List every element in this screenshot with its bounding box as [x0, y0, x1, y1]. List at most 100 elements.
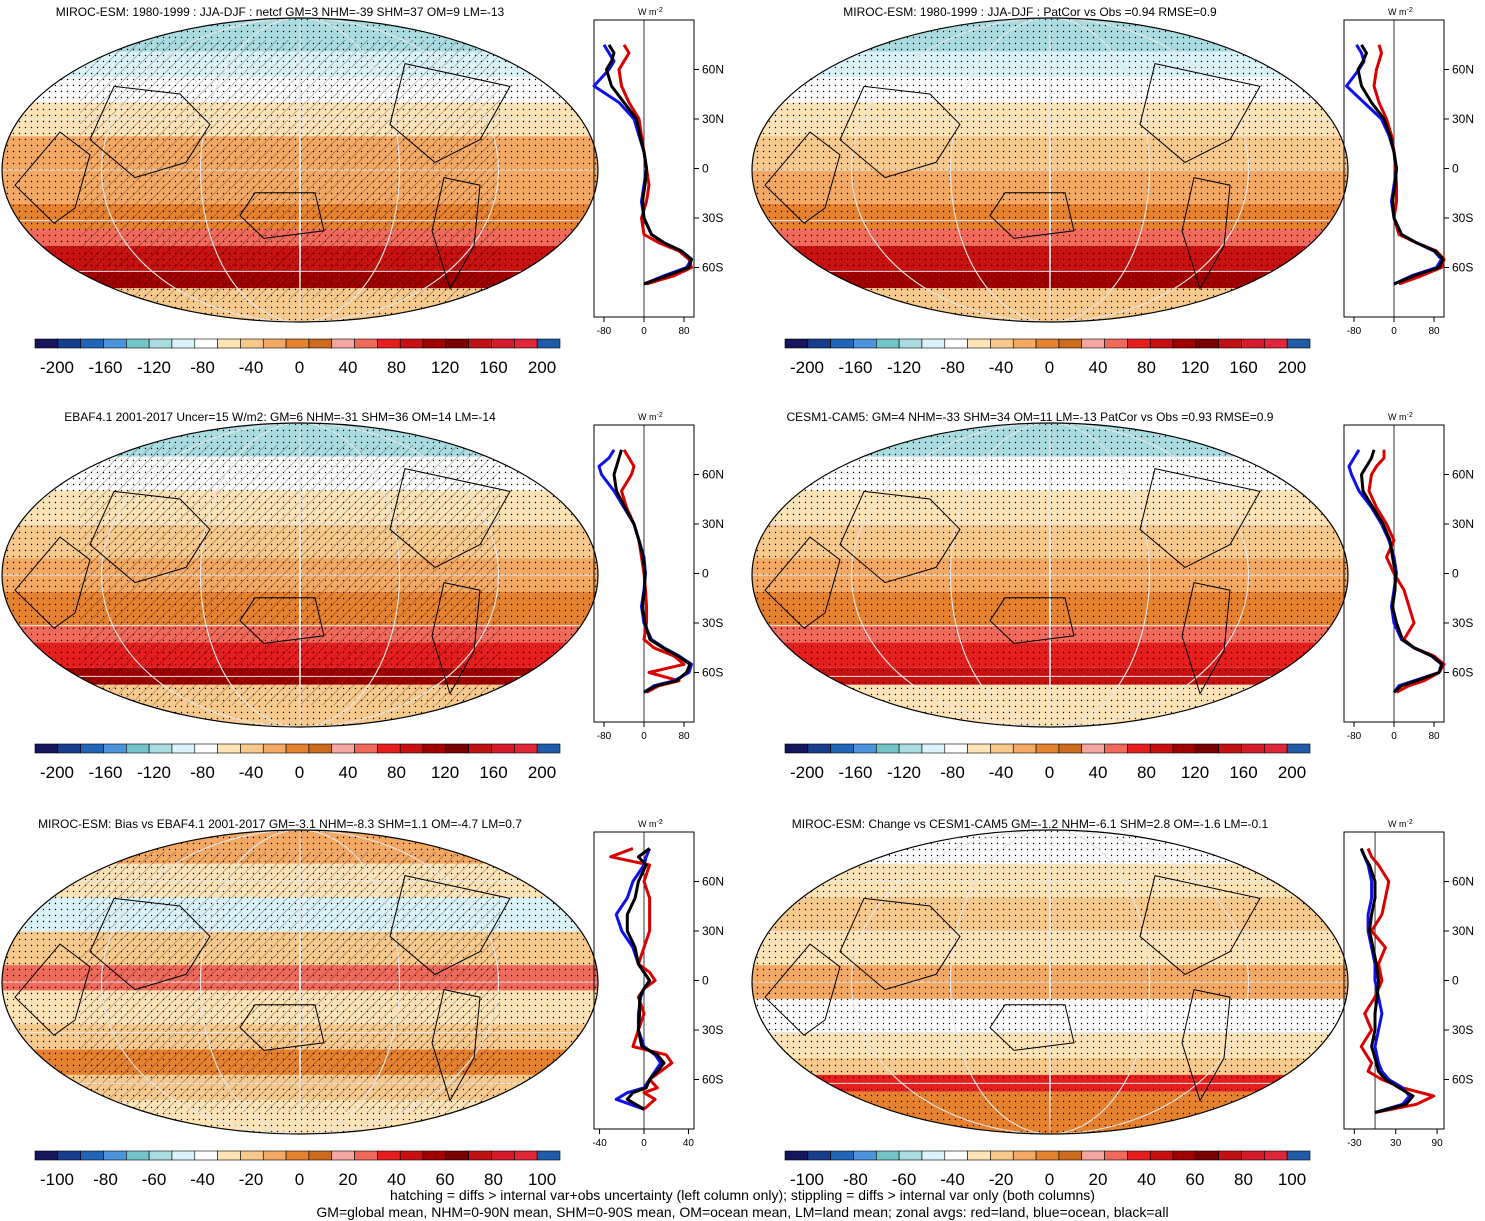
colorbar-swatch: [1012, 743, 1037, 754]
colorbar-swatch: [240, 338, 264, 349]
unit-label: W m-2: [638, 819, 663, 829]
colorbar-swatch: [1127, 1150, 1151, 1161]
zonal-x-label: 80: [678, 326, 690, 337]
continent-outline: [239, 1004, 325, 1051]
continent-outline: [1181, 177, 1231, 290]
colorbar-swatch: [1035, 1150, 1060, 1161]
colorbar-swatch: [262, 1150, 287, 1161]
colorbar-label: 80: [387, 358, 406, 377]
colorbar-label: -80: [190, 763, 215, 782]
graticule-lon: [851, 423, 1249, 727]
continent-outline: [1181, 582, 1231, 695]
continent-outline: [239, 597, 325, 644]
lat-label: 60N: [702, 468, 724, 482]
colorbar-label: -40: [190, 1170, 215, 1189]
colorbar-swatch: [967, 338, 991, 349]
world-map: [2, 423, 598, 727]
world-map: [2, 830, 598, 1134]
colorbar-swatch: [898, 1150, 923, 1161]
colorbar-swatch: [80, 743, 104, 754]
continent-outline: [89, 897, 211, 991]
graticule-lon: [299, 18, 301, 322]
colorbar-swatch: [171, 743, 196, 754]
colorbar-swatch: [784, 1150, 809, 1161]
colorbar-swatch: [217, 338, 241, 349]
colorbar-label: -120: [887, 358, 921, 377]
colorbar-swatch: [194, 1150, 218, 1161]
colorbar: -200 -160 -120 -80 -40 0 40 80 120 160 200: [784, 338, 1311, 377]
colorbar-swatch: [830, 743, 854, 754]
footer-line-1: hatching = diffs > internal var+obs unce…: [390, 1187, 1095, 1203]
world-map: [752, 830, 1348, 1134]
zonal-x-label: 0: [1391, 326, 1397, 337]
colorbar-label: -200: [790, 358, 824, 377]
colorbar-label: 40: [1089, 358, 1108, 377]
colorbar-swatch: [1241, 338, 1265, 349]
panel-4: CESM1-CAM5: GM=4 NHM=-33 SHM=34 OM=11 LM…: [750, 405, 1474, 805]
continent-outline: [389, 63, 511, 163]
world-map: [752, 423, 1348, 727]
colorbar-label: 200: [528, 763, 556, 782]
colorbar-swatch: [1127, 338, 1151, 349]
colorbar-swatch: [990, 743, 1014, 754]
continent-outline: [14, 943, 91, 1036]
map-border: [751, 829, 1349, 1135]
colorbar-swatch: [57, 1150, 81, 1161]
colorbar-swatch: [514, 743, 538, 754]
unit-label: W m-2: [638, 7, 663, 17]
colorbar-label: 20: [1089, 1170, 1108, 1189]
panel-2: MIROC-ESM: 1980-1999 : JJA-DJF : PatCor …: [750, 0, 1474, 400]
colorbar-swatch: [1264, 1150, 1288, 1161]
colorbar: -200 -160 -120 -80 -40 0 40 80 120 160 200: [34, 338, 561, 377]
colorbar-label: 120: [1181, 358, 1209, 377]
colorbar-swatch: [876, 338, 900, 349]
lat-label: 60N: [702, 875, 724, 889]
colorbar-label: 80: [484, 1170, 503, 1189]
zonal-x-label: 80: [1428, 326, 1440, 337]
colorbar-swatch: [377, 338, 401, 349]
colorbar-label: 40: [1089, 763, 1108, 782]
map-title: EBAF4.1 2001-2017 Uncer=15 W/m2: GM=6 NH…: [64, 410, 496, 424]
graticule-lon: [851, 830, 1249, 1134]
colorbar-label: -80: [940, 358, 965, 377]
colorbar-swatch: [491, 1150, 515, 1161]
colorbar-swatch: [1035, 743, 1060, 754]
zonal-x-label: 40: [683, 1138, 695, 1149]
figure-footer: hatching = diffs > internal var+obs unce…: [0, 1187, 1485, 1221]
zonal-x-label: 90: [1432, 1138, 1444, 1149]
graticule-lon: [200, 830, 400, 1134]
colorbar-swatch: [217, 1150, 241, 1161]
colorbar-swatch: [536, 338, 561, 349]
graticule-lon: [299, 830, 301, 1134]
zonal-mean-plot: W m-2 60N 30N 0 30S 60S -80 0 80: [592, 7, 724, 337]
colorbar-swatch: [491, 743, 515, 754]
colorbar-label: -20: [239, 1170, 264, 1189]
zonal-series-all: [1359, 847, 1415, 1114]
continent-outline: [764, 536, 841, 629]
colorbar-swatch: [784, 338, 809, 349]
colorbar-swatch: [921, 1150, 946, 1161]
colorbar-label: -60: [892, 1170, 917, 1189]
colorbar-label: -20: [989, 1170, 1014, 1189]
colorbar-swatch: [921, 338, 946, 349]
zonal-x-label: 80: [1428, 731, 1440, 742]
colorbar-label: 160: [479, 358, 507, 377]
colorbar-label: -120: [137, 358, 171, 377]
zonal-x-label: 0: [641, 731, 647, 742]
lat-label: 60S: [1452, 261, 1473, 275]
zonal-x-label: -80: [1347, 326, 1362, 337]
zonal-x-label: 0: [1391, 731, 1397, 742]
colorbar-swatch: [148, 743, 173, 754]
colorbar-swatch: [1195, 1150, 1219, 1161]
zonal-series-all: [612, 449, 692, 694]
colorbar-swatch: [285, 338, 310, 349]
continent-outline: [1139, 875, 1261, 975]
colorbar-swatch: [126, 338, 150, 349]
panel-6: MIROC-ESM: Change vs CESM1-CAM5 GM=-1.2 …: [750, 812, 1474, 1212]
unit-label: W m-2: [1388, 819, 1413, 829]
colorbar-swatch: [422, 743, 447, 754]
colorbar-swatch: [944, 1150, 968, 1161]
colorbar-label: 200: [528, 358, 556, 377]
colorbar-label: 120: [431, 763, 459, 782]
colorbar-swatch: [80, 1150, 104, 1161]
